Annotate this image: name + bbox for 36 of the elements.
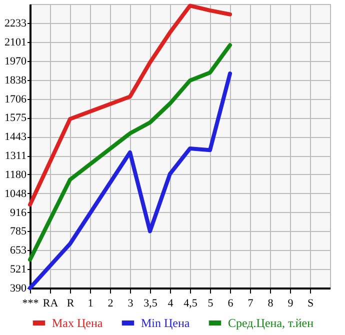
y-tick-label: 916 (10, 206, 27, 219)
x-tick-label: 6 (228, 298, 234, 310)
x-tick-label: *** (22, 298, 39, 310)
x-tick-label: RA (42, 298, 58, 310)
legend-label: Min Цена (141, 316, 190, 330)
x-tick-label: 4 (168, 298, 174, 310)
legend-label: Max Цена (52, 316, 104, 330)
y-tick-label: 1443 (4, 131, 27, 144)
y-tick-label: 1706 (4, 93, 27, 106)
y-tick-label: 1838 (4, 74, 27, 86)
x-tick-label: 7 (248, 298, 254, 310)
legend-label: Сред.Цена, т.йен (228, 316, 314, 330)
y-tick-label: 1970 (4, 55, 27, 68)
y-tick-label: 1311 (4, 150, 26, 162)
x-tick-label: 2 (108, 298, 114, 310)
x-tick-label: 3,5 (144, 298, 158, 310)
x-tick-label: 9 (288, 298, 294, 310)
y-tick-label: 1575 (4, 112, 27, 124)
x-tick-label: R (66, 298, 75, 310)
x-tick-label: 8 (268, 298, 274, 310)
y-tick-label: 521 (10, 264, 26, 276)
y-tick-label: 2101 (4, 36, 26, 48)
x-tick-label: 3 (128, 298, 134, 310)
y-tick-label: 2233 (4, 17, 27, 30)
y-tick-label: 390 (10, 282, 27, 294)
y-tick-label: 1180 (4, 168, 27, 181)
line-series (28, 72, 232, 290)
y-tick-label: 785 (10, 226, 27, 238)
y-tick-label: 653 (10, 244, 27, 257)
y-tick-label: 1048 (4, 188, 27, 200)
x-tick-label: 1 (88, 298, 94, 310)
x-tick-label: S (307, 298, 314, 310)
line-series (28, 43, 232, 262)
line-series (28, 4, 232, 207)
x-tick-label: 4,5 (184, 298, 198, 310)
x-tick-label: 5 (208, 298, 214, 310)
